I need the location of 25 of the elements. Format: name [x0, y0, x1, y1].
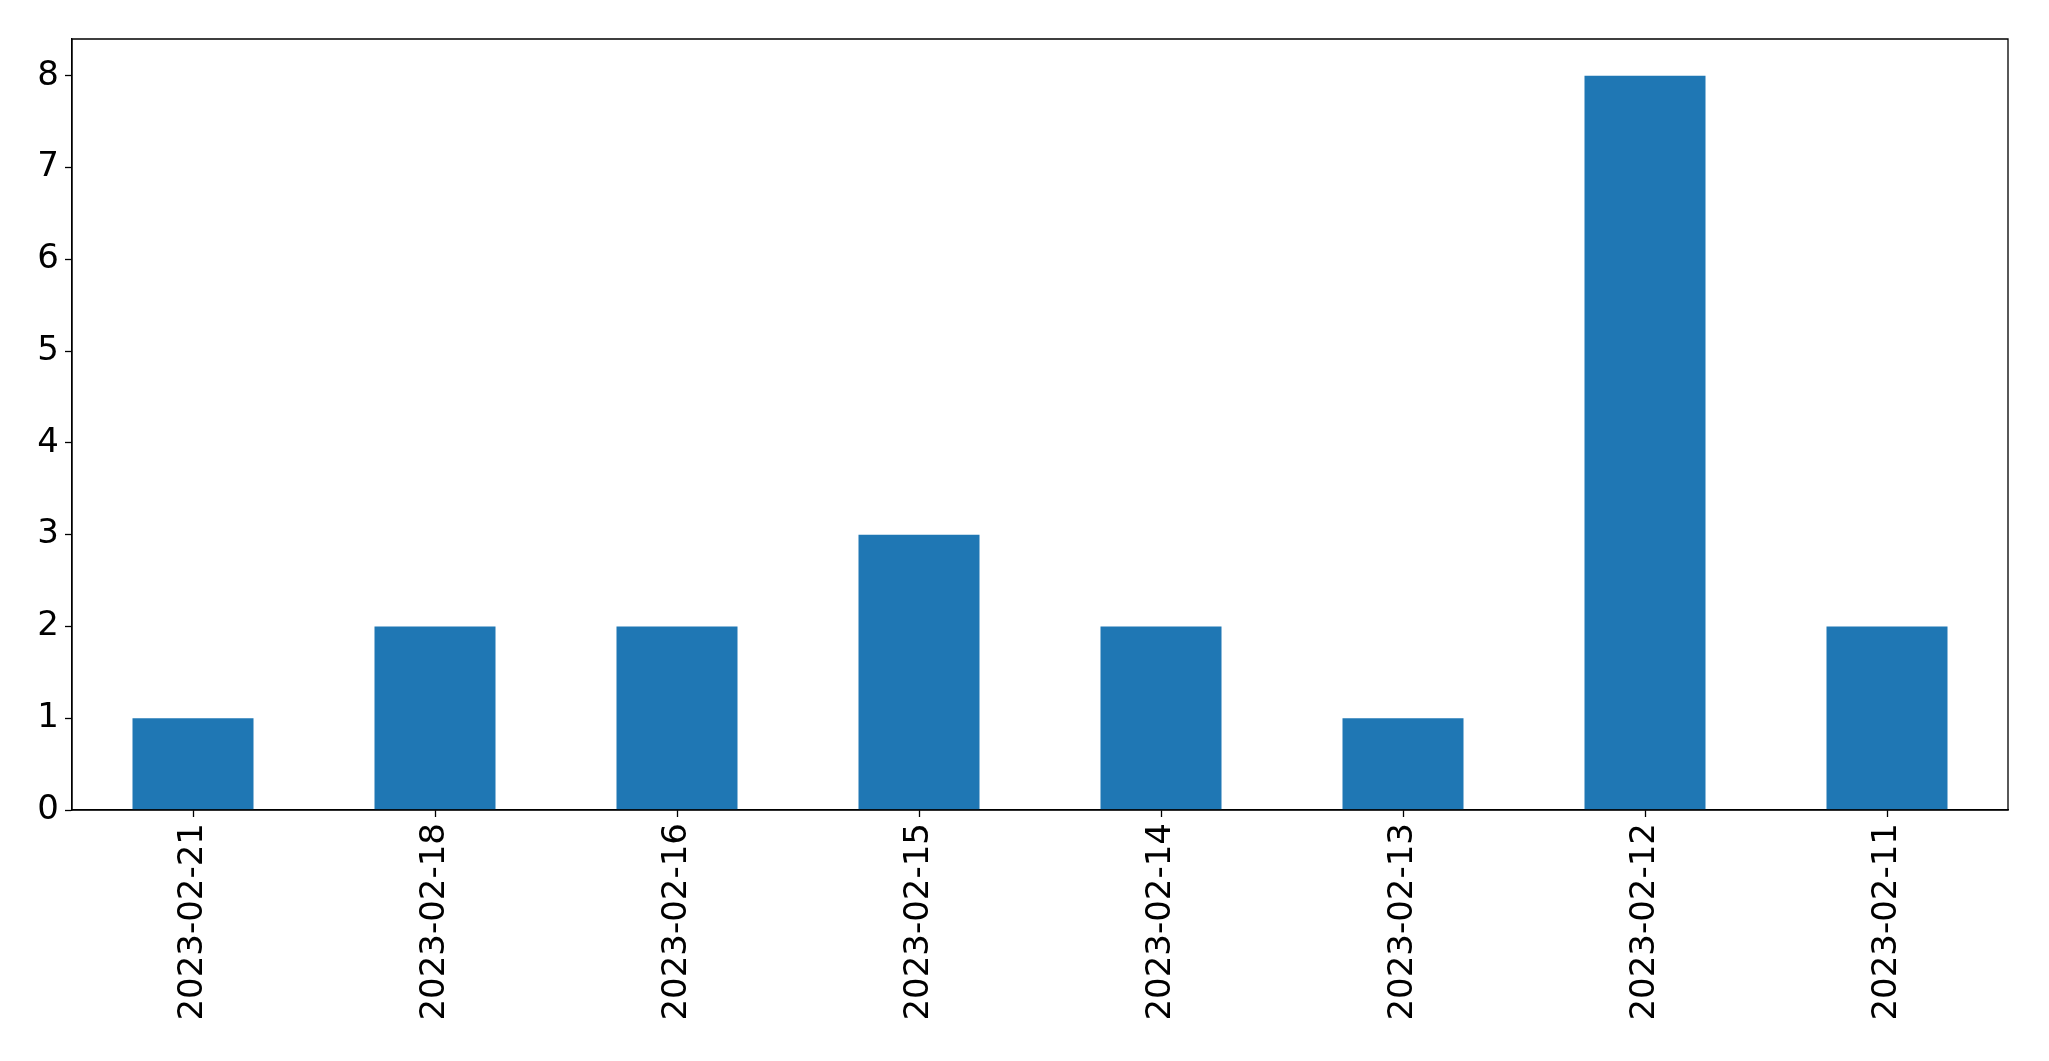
x-tick-label: 2023-02-13: [1379, 823, 1420, 1021]
y-tick-label: 2: [37, 603, 59, 644]
x-tick-label: 2023-02-12: [1621, 823, 1662, 1021]
bar: [616, 626, 738, 810]
bar: [858, 534, 980, 810]
y-tick-label: 1: [37, 695, 59, 736]
y-tick-label: 4: [37, 419, 59, 460]
x-tick-label: 2023-02-11: [1863, 823, 1904, 1021]
bar: [132, 718, 254, 810]
y-tick-label: 8: [37, 52, 59, 93]
x-tick-label: 2023-02-16: [653, 823, 694, 1021]
bar: [1100, 626, 1222, 810]
bar: [374, 626, 496, 810]
bar: [1584, 75, 1706, 810]
x-tick-label: 2023-02-14: [1137, 823, 1178, 1021]
bar: [1826, 626, 1948, 810]
x-tick-label: 2023-02-15: [895, 823, 936, 1021]
y-tick-label: 7: [37, 144, 59, 185]
y-tick-label: 6: [37, 236, 59, 277]
y-tick-label: 0: [37, 786, 59, 827]
x-tick-label: 2023-02-18: [411, 823, 452, 1021]
x-tick-label: 2023-02-21: [169, 823, 210, 1021]
bar: [1342, 718, 1464, 810]
y-tick-label: 3: [37, 511, 59, 552]
y-tick-label: 5: [37, 327, 59, 368]
